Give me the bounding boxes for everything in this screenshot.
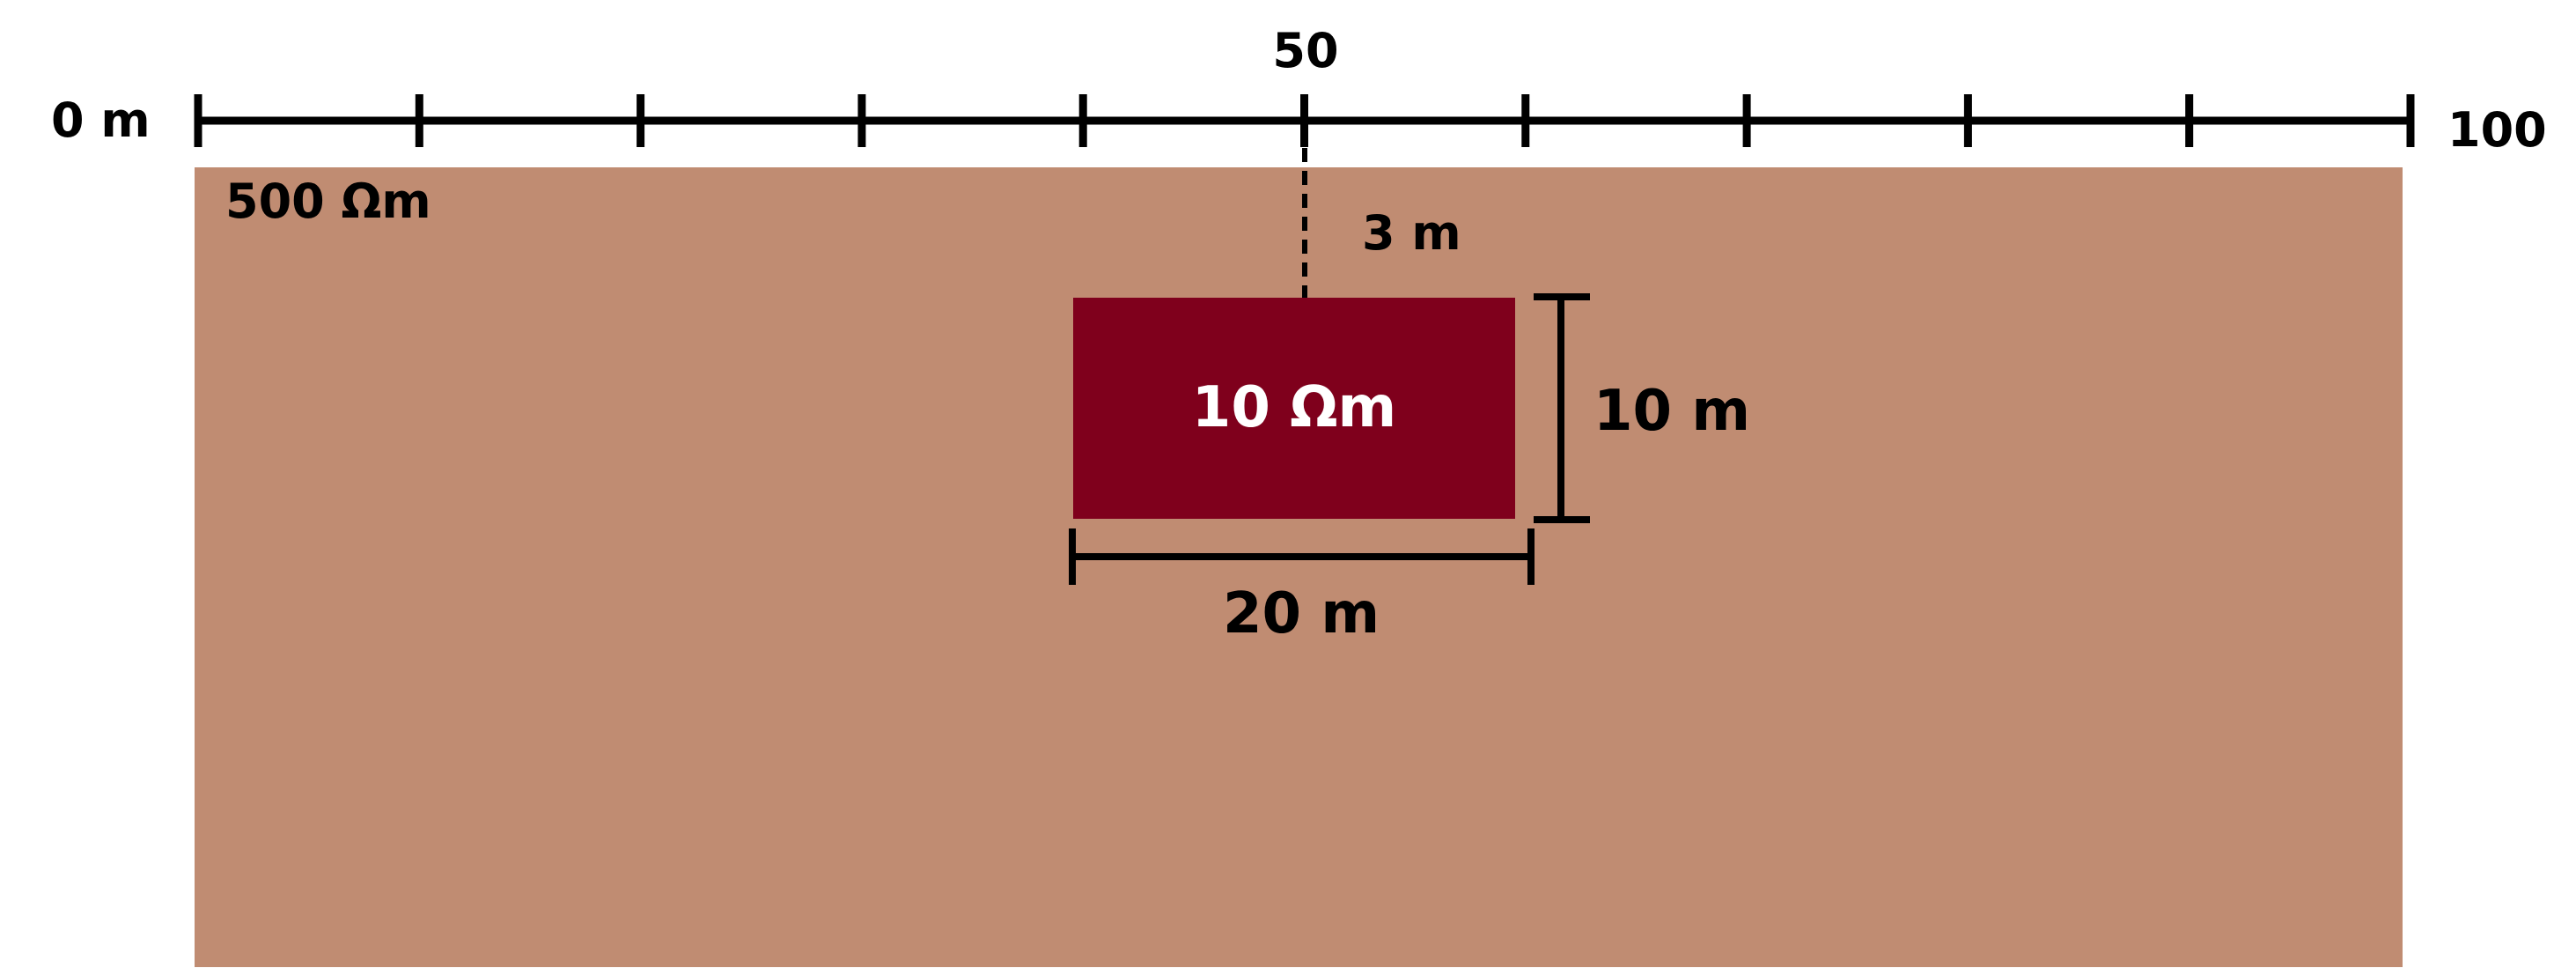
anomaly-block: [1073, 298, 1515, 519]
height-dimension: [1534, 293, 1590, 523]
width-label: 20 m: [1223, 581, 1380, 647]
height-label: 10 m: [1593, 379, 1750, 444]
scale-mid-label: 50: [1272, 23, 1338, 78]
distance-scale: [194, 94, 2415, 147]
scale-end-label: 100: [2447, 102, 2547, 158]
anomaly-resistivity-label: 10 Ωm: [1192, 375, 1396, 440]
scale-start-label: 0 m: [51, 92, 151, 148]
depth-label: 3 m: [1362, 205, 1461, 261]
background-half-space: [195, 167, 2403, 967]
scale-ticks: [194, 94, 2415, 147]
background-resistivity-label: 500 Ωm: [225, 174, 431, 229]
width-dimension: [1069, 528, 1535, 585]
